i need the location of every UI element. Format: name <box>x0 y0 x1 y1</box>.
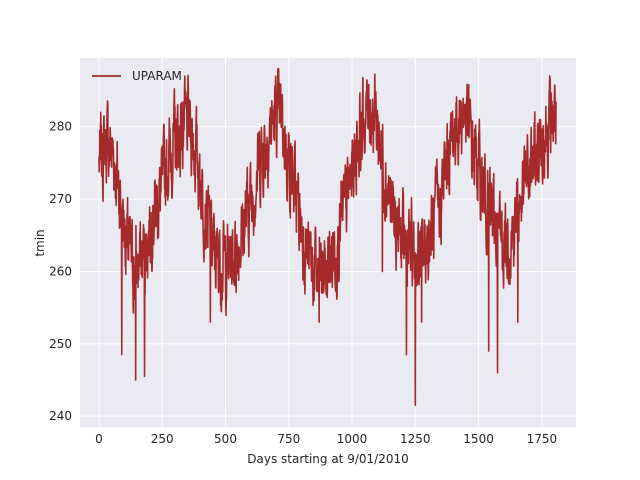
x-tick-label: 1000 <box>337 432 368 446</box>
x-axis-label: Days starting at 9/01/2010 <box>247 452 408 466</box>
y-tick-label: 280 <box>49 120 72 134</box>
x-tick-label: 0 <box>95 432 103 446</box>
x-tick-label: 1250 <box>400 432 431 446</box>
y-tick-label: 250 <box>49 337 72 351</box>
y-axis-label: tmin <box>33 229 47 256</box>
legend: UPARAM <box>92 69 182 83</box>
legend-label-uparam: UPARAM <box>132 69 182 83</box>
x-tick-label: 750 <box>277 432 300 446</box>
series-layer <box>98 68 557 407</box>
series-line-uparam <box>98 68 557 407</box>
x-tick-label: 1750 <box>527 432 558 446</box>
y-tick-label: 240 <box>49 409 72 423</box>
x-axis-ticks: 0 250 500 750 1000 1250 1500 1750 <box>95 432 557 446</box>
x-tick-label: 500 <box>214 432 237 446</box>
y-axis-ticks: 240 250 260 270 280 <box>49 120 72 423</box>
y-tick-label: 270 <box>49 192 72 206</box>
y-tick-label: 260 <box>49 264 72 278</box>
x-tick-label: 1500 <box>463 432 494 446</box>
x-tick-label: 250 <box>151 432 174 446</box>
